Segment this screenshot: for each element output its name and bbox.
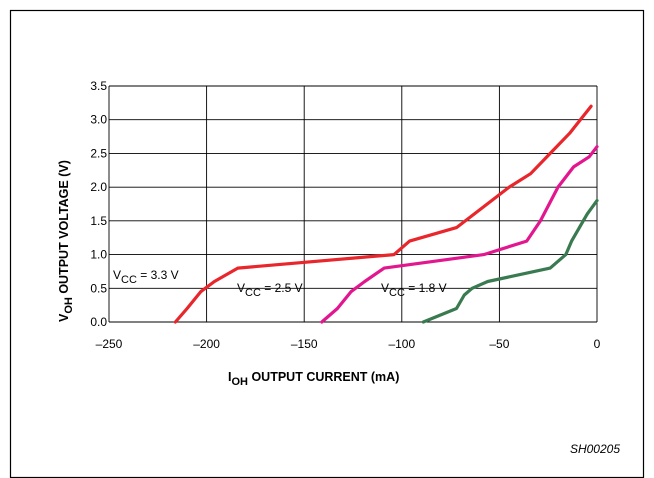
- x-tick-label: –100: [388, 337, 415, 351]
- grid: [108, 85, 598, 323]
- series-annotations: VCC = 3.3 V VCC = 2.5 V VCC = 1.8 V: [113, 268, 447, 299]
- figure-id: SH00205: [570, 442, 620, 456]
- y-tick-label: 1.0: [90, 248, 107, 262]
- y-tick-label: 3.5: [90, 79, 107, 93]
- x-tick-label: –150: [291, 337, 318, 351]
- y-tick-label: 2.0: [90, 180, 107, 194]
- x-axis-title: IOH OUTPUT CURRENT (mA): [228, 370, 399, 388]
- y-tick-label: 0.5: [90, 281, 107, 295]
- x-tick-label: 0: [594, 337, 601, 351]
- tick-labels: 0.0 0.5 1.0 1.5 2.0 2.5 3.0 3.5 –250 –200 –150 –100…: [90, 79, 600, 351]
- series-line-1: [173, 104, 593, 324]
- y-tick-label: 3.0: [90, 113, 107, 127]
- y-tick-label: 2.5: [90, 146, 107, 160]
- series-annotation: VCC = 1.8 V: [381, 281, 447, 299]
- y-axis-title: VOH OUTPUT VOLTAGE (V): [57, 160, 75, 322]
- y-tick-label: 0.0: [90, 315, 107, 329]
- x-tick-label: –250: [96, 337, 123, 351]
- x-tick-label: –50: [489, 337, 509, 351]
- series-annotation: VCC = 2.5 V: [237, 281, 303, 299]
- series-lines: [173, 104, 599, 324]
- series-line-3: [421, 199, 599, 324]
- y-tick-label: 1.5: [90, 214, 107, 228]
- series-line-2: [320, 145, 599, 324]
- series-annotation: VCC = 3.3 V: [113, 268, 179, 286]
- x-tick-label: –200: [193, 337, 220, 351]
